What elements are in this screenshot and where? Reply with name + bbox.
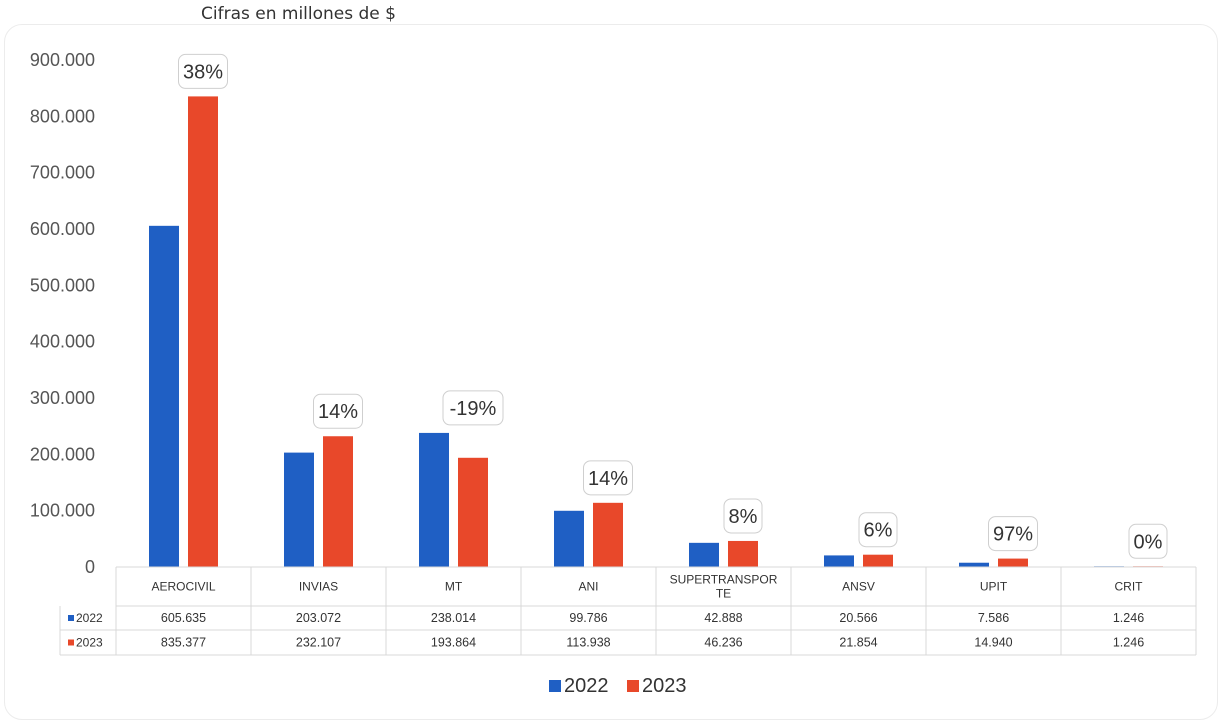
bar-2023-ansv [863,554,893,567]
change-label-box [583,460,633,496]
table-series-label: 2023 [76,636,103,650]
table-cell-value: 21.854 [839,636,877,650]
category-label: AEROCIVIL [151,580,215,594]
bar-2023-invias [323,436,353,567]
table-cell-value: 20.566 [839,611,877,625]
table-legend-key-2023 [68,639,74,646]
bar-2023-ani [593,502,623,567]
change-label-box [1128,523,1168,559]
table-cell-value: 14.940 [974,636,1012,650]
category-label: ANI [578,580,598,594]
change-label: 38% [183,61,223,83]
change-label-box [723,498,763,534]
bar-2023-mt [458,457,488,567]
category-label: TE [716,587,731,601]
bar-2022-ansv [824,555,854,567]
bar-2022-aerocivil [149,225,179,567]
y-tick-label: 0 [85,557,95,577]
table-cell-value: 835.377 [161,636,206,650]
category-label: INVIAS [299,580,338,594]
table-cell-value: 605.635 [161,611,206,625]
change-label-box [858,512,898,548]
change-label-box [988,516,1038,552]
category-label: ANSV [842,580,875,594]
table-cell-value: 1.246 [1113,636,1144,650]
change-label: 8% [729,506,758,528]
y-tick-label: 300.000 [30,388,95,408]
change-label-box [178,53,228,89]
y-tick-label: 900.000 [30,50,95,70]
change-label: 14% [318,401,358,423]
bar-2022-invias [284,452,314,567]
category-label: SUPERTRANSPOR [670,573,778,587]
table-legend-key-2022 [68,615,74,621]
change-label: 0% [1134,531,1163,553]
category-label: UPIT [980,580,1008,594]
bar-2022-supertransporte [689,542,719,567]
change-label-box [442,390,504,426]
legend-swatch-2023 [627,680,639,692]
bar-2023-supertransporte [728,540,758,567]
y-tick-label: 600.000 [30,219,95,239]
legend-label: 2023 [642,675,687,697]
bar-2022-upit [959,562,989,567]
legend-swatch-2022 [549,680,561,692]
chart-subtitle: Cifras en millones de $ [201,4,396,24]
table-cell-value: 238.014 [431,611,476,625]
change-label-box [313,393,363,429]
table-cell-value: 113.938 [566,636,610,650]
table-series-label: 2022 [76,611,103,625]
table-cell-value: 46.236 [704,636,742,650]
table-cell-value: 7.586 [978,611,1009,625]
y-tick-label: 700.000 [30,163,95,183]
bar-2023-upit [998,558,1028,567]
category-label: MT [445,580,463,594]
change-label: 14% [588,468,628,490]
table-cell-value: 42.888 [704,611,742,625]
legend-label: 2022 [564,675,609,697]
change-label: 97% [993,524,1033,546]
table-cell-value: 232.107 [296,636,341,650]
bar-2022-ani [554,510,584,567]
table-cell-value: 193.864 [431,636,476,650]
bar-2022-mt [419,432,449,567]
category-label: CRIT [1115,580,1144,594]
y-tick-label: 200.000 [30,444,95,464]
y-tick-label: 800.000 [30,106,95,126]
y-tick-label: 400.000 [30,332,95,352]
y-tick-label: 500.000 [30,275,95,295]
table-cell-value: 1.246 [1113,611,1144,625]
change-label: 6% [864,520,893,542]
bar-2023-aerocivil [188,96,218,567]
table-cell-value: 203.072 [296,611,341,625]
y-tick-label: 100.000 [30,501,95,521]
change-label: -19% [450,398,497,420]
table-cell-value: 99.786 [569,611,607,625]
